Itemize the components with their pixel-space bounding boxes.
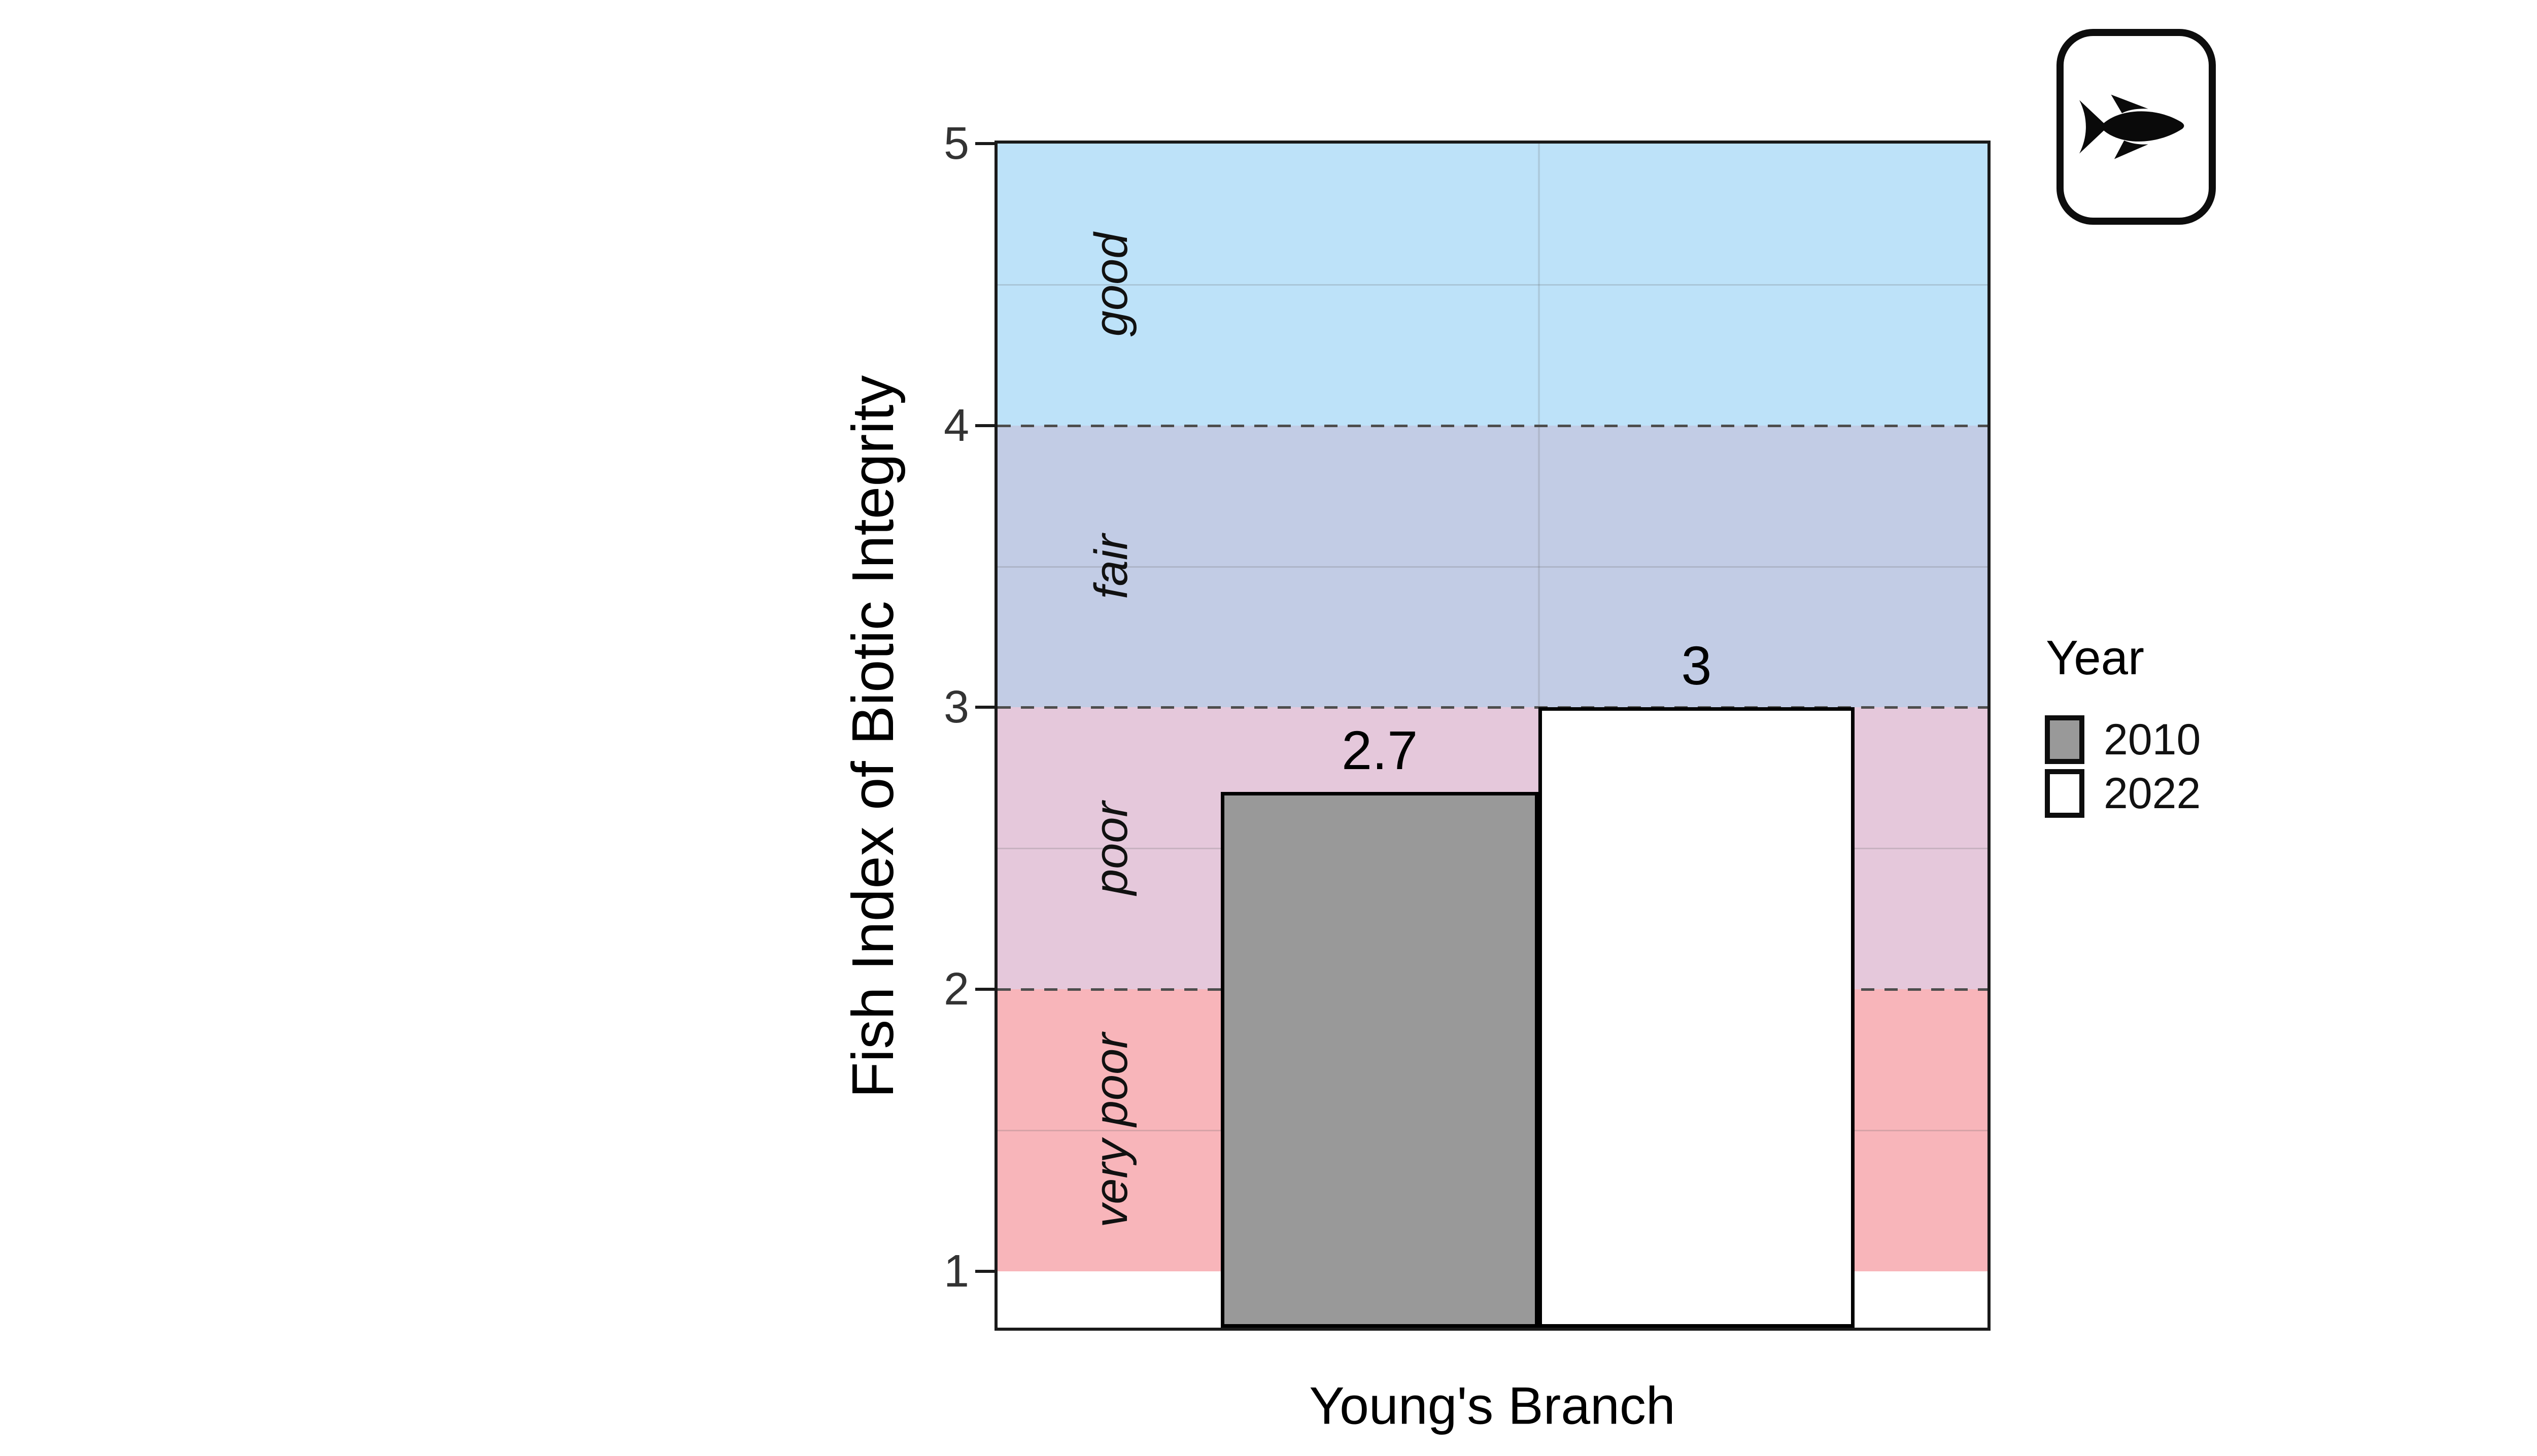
band-label-very-poor: very poor	[1085, 1033, 1137, 1228]
fish-icon	[2079, 94, 2184, 159]
y-tick-mark-3	[975, 706, 995, 709]
y-tick-mark-1	[975, 1269, 995, 1273]
band-label-fair: fair	[1085, 534, 1137, 599]
bar-labels-layer: 2.7 3	[998, 144, 1987, 1328]
minor-gridline	[998, 566, 1987, 568]
legend-swatch-2022	[2045, 769, 2084, 818]
minor-gridline	[998, 284, 1987, 286]
legend-title: Year	[2046, 631, 2144, 685]
y-tick-label-3: 3	[943, 682, 969, 733]
y-tick-mark-4	[975, 424, 995, 427]
bar-2022	[1538, 707, 1855, 1328]
bar-value-label-2010: 2.7	[1342, 719, 1418, 781]
y-tick-mark-5	[975, 142, 995, 145]
legend-label-2010: 2010	[2104, 715, 2201, 764]
y-tick-label-2: 2	[943, 964, 969, 1015]
legend: Year 2010 2022	[2045, 630, 2201, 823]
fish-badge	[2056, 29, 2216, 225]
y-tick-mark-2	[975, 988, 995, 991]
threshold-line-3	[998, 706, 1987, 709]
legend-entries: 2010 2022	[2045, 715, 2201, 818]
band-label-good: good	[1085, 232, 1137, 337]
quality-band-good	[998, 144, 1987, 426]
bar-2010	[1220, 792, 1539, 1328]
quality-band-fair	[998, 425, 1987, 708]
threshold-line-4	[998, 424, 1987, 427]
legend-entry-2010: 2010	[2045, 715, 2201, 764]
legend-entry-2022: 2022	[2045, 769, 2201, 818]
y-tick-label-1: 1	[943, 1245, 969, 1297]
x-axis-label: Young's Branch	[1309, 1376, 1675, 1436]
legend-label-2022: 2022	[2104, 769, 2201, 818]
y-tick-label-5: 5	[943, 118, 969, 169]
bars-layer	[998, 144, 1987, 1328]
band-label-poor: poor	[1085, 802, 1137, 895]
bar-value-label-2022: 3	[1681, 635, 1712, 697]
legend-swatch-2010	[2045, 715, 2084, 764]
plot-panel: 2.7 3	[995, 141, 1991, 1331]
y-tick-label-4: 4	[943, 400, 969, 451]
